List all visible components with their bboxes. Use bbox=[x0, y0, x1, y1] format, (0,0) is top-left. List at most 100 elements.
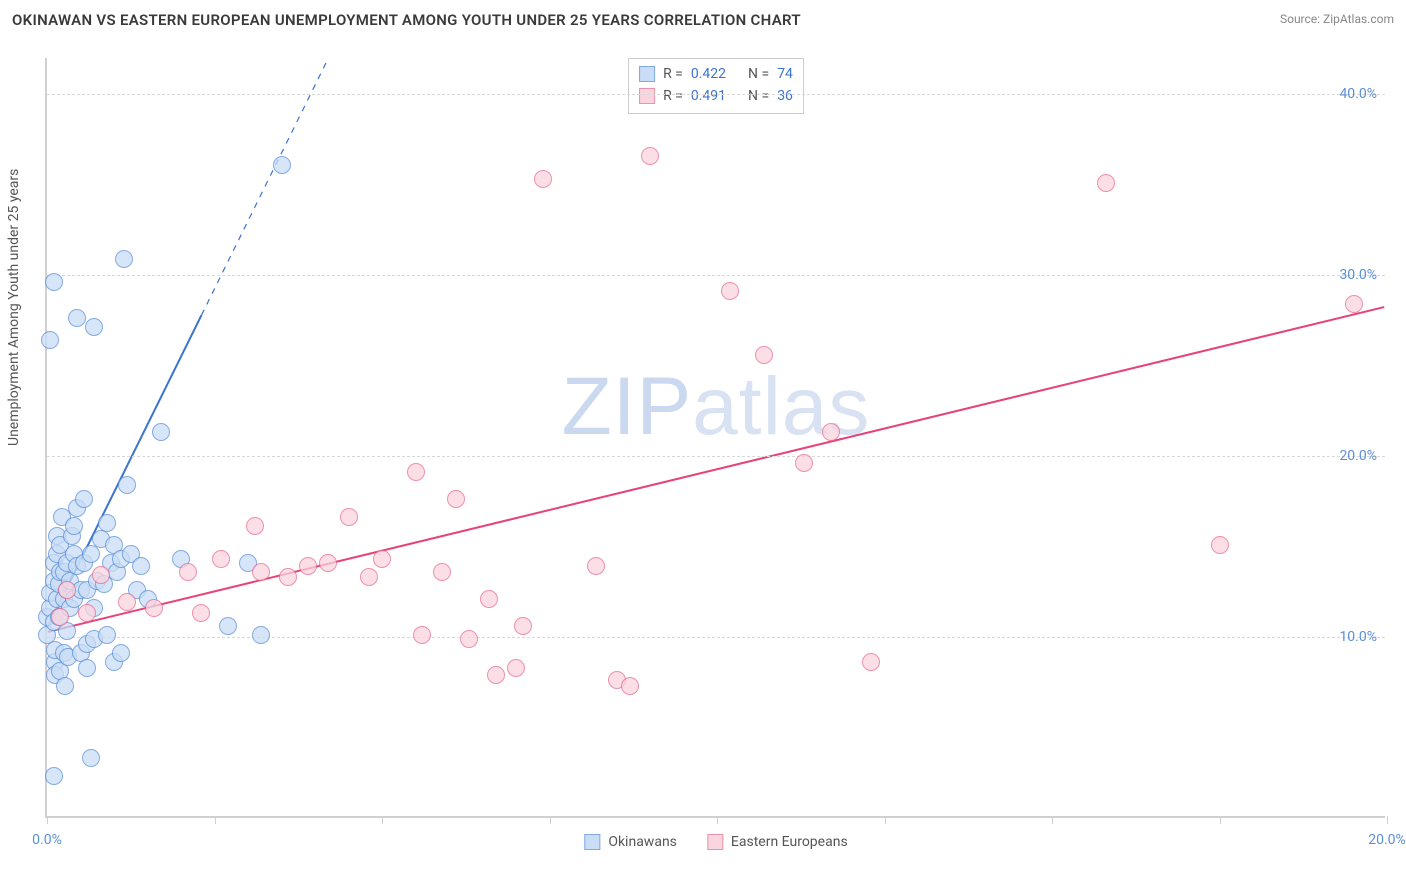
watermark-atlas: atlas bbox=[692, 361, 870, 452]
x-tick bbox=[885, 816, 886, 824]
scatter-point bbox=[82, 749, 100, 767]
gridline bbox=[47, 637, 1385, 638]
scatter-point bbox=[487, 666, 505, 684]
scatter-point bbox=[192, 604, 210, 622]
scatter-point bbox=[721, 282, 739, 300]
chart-source: Source: ZipAtlas.com bbox=[1280, 12, 1394, 26]
scatter-point bbox=[212, 550, 230, 568]
x-tick bbox=[215, 816, 216, 824]
stat-r-label: R = bbox=[663, 63, 683, 85]
trend-line-dashed bbox=[201, 58, 328, 315]
scatter-point bbox=[92, 566, 110, 584]
scatter-point bbox=[252, 563, 270, 581]
stat-n-label: N = bbox=[748, 85, 769, 107]
gridline bbox=[47, 456, 1385, 457]
scatter-point bbox=[795, 454, 813, 472]
x-tick-label: 0.0% bbox=[32, 832, 62, 848]
scatter-point bbox=[514, 617, 532, 635]
scatter-point bbox=[862, 653, 880, 671]
scatter-point bbox=[78, 604, 96, 622]
scatter-point bbox=[118, 476, 136, 494]
scatter-point bbox=[219, 617, 237, 635]
scatter-point bbox=[433, 563, 451, 581]
scatter-point bbox=[621, 677, 639, 695]
scatter-point bbox=[279, 568, 297, 586]
chart-container: OKINAWAN VS EASTERN EUROPEAN UNEMPLOYMEN… bbox=[0, 0, 1406, 892]
scatter-point bbox=[1097, 174, 1115, 192]
scatter-point bbox=[447, 490, 465, 508]
scatter-point bbox=[1345, 295, 1363, 313]
scatter-point bbox=[98, 626, 116, 644]
scatter-point bbox=[41, 331, 59, 349]
scatter-point bbox=[56, 677, 74, 695]
scatter-point bbox=[65, 517, 83, 535]
trend-lines bbox=[47, 58, 1385, 816]
scatter-point bbox=[78, 659, 96, 677]
plot-area: ZIPatlas R =0.422N =74R =0.491N =36 Okin… bbox=[45, 58, 1385, 818]
x-tick bbox=[1387, 816, 1388, 824]
stat-r-value: 0.491 bbox=[691, 85, 726, 107]
scatter-point bbox=[587, 557, 605, 575]
chart-header: OKINAWAN VS EASTERN EUROPEAN UNEMPLOYMEN… bbox=[12, 10, 1394, 38]
scatter-point bbox=[118, 593, 136, 611]
scatter-point bbox=[179, 563, 197, 581]
scatter-point bbox=[755, 346, 773, 364]
y-tick-label: 40.0% bbox=[1333, 86, 1377, 102]
x-tick bbox=[717, 816, 718, 824]
stat-n-value: 74 bbox=[777, 63, 793, 85]
scatter-point bbox=[460, 630, 478, 648]
legend-swatch bbox=[707, 834, 723, 850]
scatter-point bbox=[58, 581, 76, 599]
legend-stats-row: R = 0.491 N = 36 bbox=[639, 85, 793, 107]
stat-r-value: 0.422 bbox=[691, 63, 726, 85]
stat-n-label: N = bbox=[748, 63, 769, 85]
y-axis-label: Unemployment Among Youth under 25 years bbox=[6, 169, 22, 446]
scatter-point bbox=[822, 423, 840, 441]
scatter-point bbox=[132, 557, 150, 575]
x-tick bbox=[382, 816, 383, 824]
scatter-point bbox=[413, 626, 431, 644]
scatter-point bbox=[112, 644, 130, 662]
x-tick bbox=[1052, 816, 1053, 824]
stat-n-value: 36 bbox=[777, 85, 793, 107]
trend-line bbox=[48, 307, 1384, 632]
legend-label: Okinawans bbox=[608, 834, 677, 850]
legend-item: Eastern Europeans bbox=[707, 834, 848, 850]
scatter-point bbox=[480, 590, 498, 608]
x-tick-label: 20.0% bbox=[1368, 832, 1406, 848]
gridline bbox=[47, 275, 1385, 276]
legend-stats-row: R = 0.422 N = 74 bbox=[639, 63, 793, 85]
scatter-point bbox=[68, 309, 86, 327]
x-tick bbox=[47, 816, 48, 824]
watermark-zip: ZIP bbox=[562, 361, 693, 452]
chart-title: OKINAWAN VS EASTERN EUROPEAN UNEMPLOYMEN… bbox=[12, 11, 801, 29]
watermark: ZIPatlas bbox=[562, 360, 871, 454]
scatter-point bbox=[507, 659, 525, 677]
gridline bbox=[47, 94, 1385, 95]
y-tick-label: 20.0% bbox=[1333, 448, 1377, 464]
scatter-point bbox=[1211, 536, 1229, 554]
scatter-point bbox=[115, 250, 133, 268]
scatter-point bbox=[252, 626, 270, 644]
legend-swatch bbox=[639, 66, 655, 82]
x-tick bbox=[550, 816, 551, 824]
scatter-point bbox=[51, 608, 69, 626]
scatter-point bbox=[373, 550, 391, 568]
legend-swatch bbox=[639, 88, 655, 104]
legend-stats-box: R = 0.422 N = 74 R = 0.491 N = 36 bbox=[628, 58, 804, 114]
scatter-point bbox=[340, 508, 358, 526]
scatter-point bbox=[152, 423, 170, 441]
scatter-point bbox=[246, 517, 264, 535]
scatter-point bbox=[45, 767, 63, 785]
stat-r-label: R = bbox=[663, 85, 683, 107]
scatter-point bbox=[98, 514, 116, 532]
scatter-point bbox=[145, 599, 163, 617]
legend-swatch bbox=[584, 834, 600, 850]
y-tick-label: 30.0% bbox=[1333, 267, 1377, 283]
scatter-point bbox=[641, 147, 659, 165]
legend-bottom: Okinawans Eastern Europeans bbox=[584, 834, 847, 850]
x-tick bbox=[1220, 816, 1221, 824]
scatter-point bbox=[319, 554, 337, 572]
scatter-point bbox=[45, 273, 63, 291]
y-tick-label: 10.0% bbox=[1333, 629, 1377, 645]
